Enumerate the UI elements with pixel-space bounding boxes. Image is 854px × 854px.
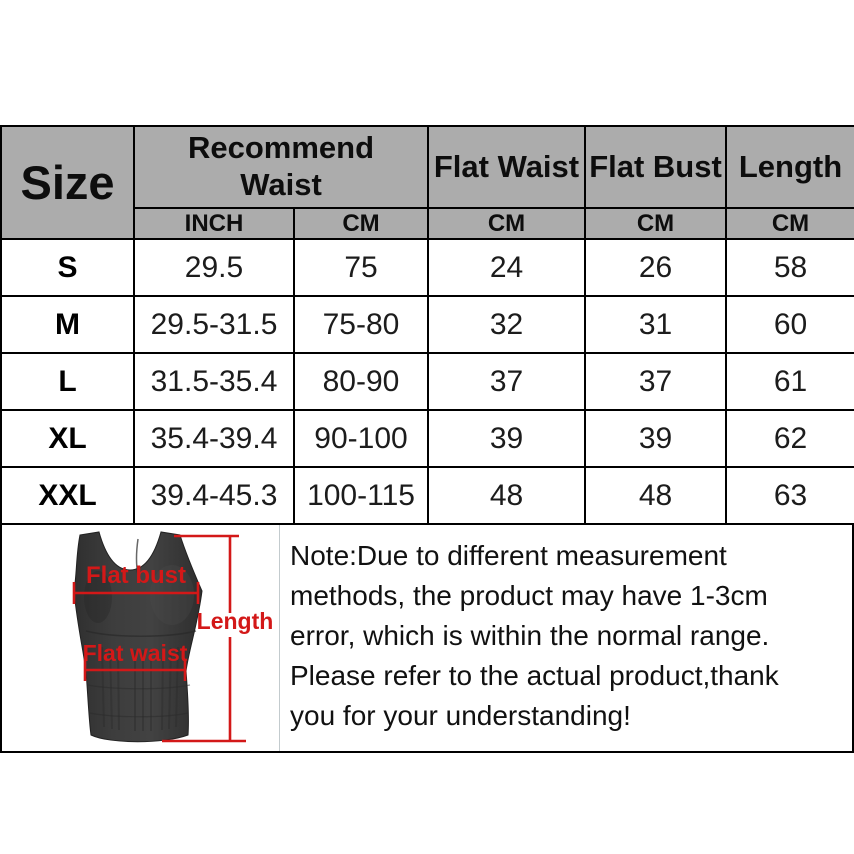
note-line: Please refer to the actual product,thank: [290, 660, 779, 691]
value-cell-recommend-inch: 39.4-45.3: [133, 466, 295, 525]
value-cell-flat-bust: 39: [584, 409, 727, 468]
flat-waist-annotation: Flat waist: [83, 640, 188, 666]
value-cell-flat-waist: 24: [427, 238, 586, 297]
value-cell-length: 58: [725, 238, 854, 297]
value-cell-recommend-inch: 29.5: [133, 238, 295, 297]
unit-cm-flat-bust: CM: [584, 207, 727, 240]
value-cell-recommend-inch: 29.5-31.5: [133, 295, 295, 354]
header-row: Size Recommend Waist Flat Waist Flat Bus…: [0, 125, 854, 240]
note-line: methods, the product may have 1-3cm: [290, 580, 768, 611]
vest-image: Flat bust Flat waist Length: [72, 531, 274, 743]
table-row-l: L 31.5-35.4 80-90 37 37 61: [0, 352, 854, 411]
header-flat-bust: Flat Bust: [584, 125, 727, 209]
value-cell-length: 60: [725, 295, 854, 354]
note-cell: Note:Due to different measurement method…: [280, 525, 852, 751]
bottom-section: Flat bust Flat waist Length Note:Due to …: [0, 525, 854, 753]
header-size: Size: [0, 125, 135, 240]
value-cell-flat-bust: 48: [584, 466, 727, 525]
header-recommend-waist: Recommend Waist: [133, 125, 429, 209]
unit-cm-recommend: CM: [293, 207, 429, 240]
table-row-xxl: XXL 39.4-45.3 100-115 48 48 63: [0, 466, 854, 525]
table-row-m: M 29.5-31.5 75-80 32 31 60: [0, 295, 854, 354]
value-cell-length: 63: [725, 466, 854, 525]
unit-inch: INCH: [133, 207, 295, 240]
length-annotation: Length: [197, 608, 274, 634]
value-cell-flat-bust: 37: [584, 352, 727, 411]
size-cell: S: [0, 238, 135, 297]
header-recommend-waist-text: Recommend Waist: [187, 130, 375, 202]
value-cell-flat-waist: 48: [427, 466, 586, 525]
unit-cm-flat-waist: CM: [427, 207, 586, 240]
value-cell-flat-bust: 26: [584, 238, 727, 297]
value-cell-flat-waist: 37: [427, 352, 586, 411]
table-row-s: S 29.5 75 24 26 58: [0, 238, 854, 297]
value-cell-length: 61: [725, 352, 854, 411]
note-line: Note:Due to different measurement: [290, 540, 727, 571]
unit-cm-length: CM: [725, 207, 854, 240]
value-cell-recommend-cm: 90-100: [293, 409, 429, 468]
table-row-xl: XL 35.4-39.4 90-100 39 39 62: [0, 409, 854, 468]
flat-bust-annotation: Flat bust: [86, 562, 186, 589]
note-line: you for your understanding!: [290, 700, 631, 731]
value-cell-recommend-cm: 75: [293, 238, 429, 297]
size-cell: XL: [0, 409, 135, 468]
value-cell-length: 62: [725, 409, 854, 468]
value-cell-recommend-inch: 31.5-35.4: [133, 352, 295, 411]
value-cell-recommend-inch: 35.4-39.4: [133, 409, 295, 468]
value-cell-recommend-cm: 100-115: [293, 466, 429, 525]
value-cell-flat-waist: 32: [427, 295, 586, 354]
note-line: error, which is within the normal range.: [290, 620, 770, 651]
value-cell-recommend-cm: 80-90: [293, 352, 429, 411]
size-chart-table: Size Recommend Waist Flat Waist Flat Bus…: [0, 125, 854, 525]
unit-row: INCH CM CM CM CM: [1, 207, 854, 240]
measurement-diagram-cell: Flat bust Flat waist Length: [2, 525, 280, 751]
value-cell-recommend-cm: 75-80: [293, 295, 429, 354]
header-length: Length: [725, 125, 854, 209]
value-cell-flat-waist: 39: [427, 409, 586, 468]
value-cell-flat-bust: 31: [584, 295, 727, 354]
size-cell: L: [0, 352, 135, 411]
size-cell: M: [0, 295, 135, 354]
header-flat-waist: Flat Waist: [427, 125, 586, 209]
size-chart-sheet: Size Recommend Waist Flat Waist Flat Bus…: [0, 125, 854, 753]
measurement-lines: [72, 534, 246, 743]
size-cell: XXL: [0, 466, 135, 525]
